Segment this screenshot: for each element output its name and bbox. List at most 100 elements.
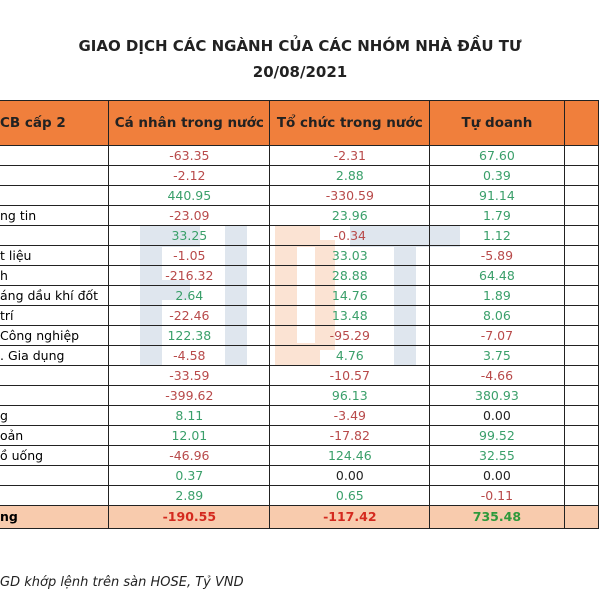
- proprietary-value: 3.75: [429, 345, 565, 366]
- extra-cell: [563, 425, 600, 446]
- proprietary-value: -4.66: [429, 365, 565, 386]
- header-proprietary: Tự doanh: [429, 100, 565, 146]
- proprietary-value: 0.00: [429, 465, 565, 486]
- individual-value: -216.32: [108, 265, 271, 286]
- individual-value: -63.35: [108, 145, 271, 166]
- individual-value: 122.38: [108, 325, 271, 346]
- institution-value: 4.76: [269, 345, 431, 366]
- individual-value: -1.05: [108, 245, 271, 266]
- institution-value: 124.46: [269, 445, 431, 466]
- sector-name: áng dầu khí đốt: [0, 285, 110, 306]
- proprietary-value: 67.60: [429, 145, 565, 166]
- table-caption: GD khớp lệnh trên sàn HOSE, Tỷ VND: [0, 575, 244, 590]
- table-row: 440.95 -330.59 91.14: [0, 185, 600, 206]
- sector-name: ng tin: [0, 205, 110, 226]
- proprietary-value: 32.55: [429, 445, 565, 466]
- table-row: -63.35 -2.31 67.60: [0, 145, 600, 166]
- table-row: trí -22.46 13.48 8.06: [0, 305, 600, 326]
- individual-value: 440.95: [108, 185, 271, 206]
- report-title: GIAO DỊCH CÁC NGÀNH CỦA CÁC NHÓM NHÀ ĐẦU…: [78, 37, 522, 55]
- sector-name: ng: [0, 505, 110, 529]
- report-date: 20/08/2021: [252, 63, 348, 81]
- investor-trading-table: CB cấp 2 Cá nhân trong nước Tổ chức tron…: [0, 100, 600, 529]
- sector-name: oản: [0, 425, 110, 446]
- institution-value: 14.76: [269, 285, 431, 306]
- proprietary-value: 0.39: [429, 165, 565, 186]
- proprietary-value: 1.89: [429, 285, 565, 306]
- table-row: h -216.32 28.88 64.48: [0, 265, 600, 286]
- institution-value: -95.29: [269, 325, 431, 346]
- proprietary-value: 735.48: [429, 505, 565, 529]
- institution-value: 33.03: [269, 245, 431, 266]
- individual-value: 8.11: [108, 405, 271, 426]
- sector-name: ồ uống: [0, 445, 110, 466]
- sector-name: [0, 225, 110, 246]
- individual-value: 12.01: [108, 425, 271, 446]
- institution-value: -117.42: [269, 505, 431, 529]
- individual-value: 0.37: [108, 465, 271, 486]
- sector-name: [0, 165, 110, 186]
- extra-cell: [563, 465, 600, 486]
- header-row: CB cấp 2 Cá nhân trong nước Tổ chức tron…: [0, 100, 600, 146]
- institution-value: -0.34: [269, 225, 431, 246]
- table-row: áng dầu khí đốt 2.64 14.76 1.89: [0, 285, 600, 306]
- individual-value: 2.64: [108, 285, 271, 306]
- table-row: Công nghiệp 122.38 -95.29 -7.07: [0, 325, 600, 346]
- proprietary-value: 0.00: [429, 405, 565, 426]
- individual-value: -399.62: [108, 385, 271, 406]
- individual-value: 2.89: [108, 485, 271, 506]
- header-institution: Tổ chức trong nước: [269, 100, 431, 146]
- individual-value: -4.58: [108, 345, 271, 366]
- table-row: -2.12 2.88 0.39: [0, 165, 600, 186]
- extra-cell: [563, 505, 600, 529]
- extra-cell: [563, 325, 600, 346]
- institution-value: 23.96: [269, 205, 431, 226]
- header-individual: Cá nhân trong nước: [108, 100, 271, 146]
- table-row: -33.59 -10.57 -4.66: [0, 365, 600, 386]
- institution-value: -17.82: [269, 425, 431, 446]
- institution-value: -330.59: [269, 185, 431, 206]
- individual-value: -2.12: [108, 165, 271, 186]
- individual-value: -33.59: [108, 365, 271, 386]
- individual-value: -46.96: [108, 445, 271, 466]
- extra-cell: [563, 205, 600, 226]
- proprietary-value: -7.07: [429, 325, 565, 346]
- sector-name: [0, 145, 110, 166]
- extra-cell: [563, 485, 600, 506]
- institution-value: 28.88: [269, 265, 431, 286]
- proprietary-value: 91.14: [429, 185, 565, 206]
- sector-name: [0, 465, 110, 486]
- proprietary-value: 1.79: [429, 205, 565, 226]
- extra-cell: [563, 245, 600, 266]
- sector-name: t liệu: [0, 245, 110, 266]
- extra-cell: [563, 185, 600, 206]
- header-extra: [563, 100, 600, 146]
- table-row: ng tin -23.09 23.96 1.79: [0, 205, 600, 226]
- proprietary-value: 1.12: [429, 225, 565, 246]
- institution-value: 96.13: [269, 385, 431, 406]
- table-row: ồ uống -46.96 124.46 32.55: [0, 445, 600, 466]
- sector-name: trí: [0, 305, 110, 326]
- proprietary-value: 99.52: [429, 425, 565, 446]
- sector-name: g: [0, 405, 110, 426]
- sector-name: h: [0, 265, 110, 286]
- proprietary-value: 380.93: [429, 385, 565, 406]
- table-row: oản 12.01 -17.82 99.52: [0, 425, 600, 446]
- individual-value: -190.55: [108, 505, 271, 529]
- extra-cell: [563, 165, 600, 186]
- extra-cell: [563, 265, 600, 286]
- institution-value: 2.88: [269, 165, 431, 186]
- table-row: 0.37 0.00 0.00: [0, 465, 600, 486]
- extra-cell: [563, 345, 600, 366]
- extra-cell: [563, 285, 600, 306]
- institution-value: 13.48: [269, 305, 431, 326]
- extra-cell: [563, 385, 600, 406]
- table-row: 33.25 -0.34 1.12: [0, 225, 600, 246]
- table-row: -399.62 96.13 380.93: [0, 385, 600, 406]
- extra-cell: [563, 405, 600, 426]
- table-row: 2.89 0.65 -0.11: [0, 485, 600, 506]
- institution-value: 0.00: [269, 465, 431, 486]
- extra-cell: [563, 145, 600, 166]
- sector-name: [0, 185, 110, 206]
- header-sector: CB cấp 2: [0, 100, 110, 146]
